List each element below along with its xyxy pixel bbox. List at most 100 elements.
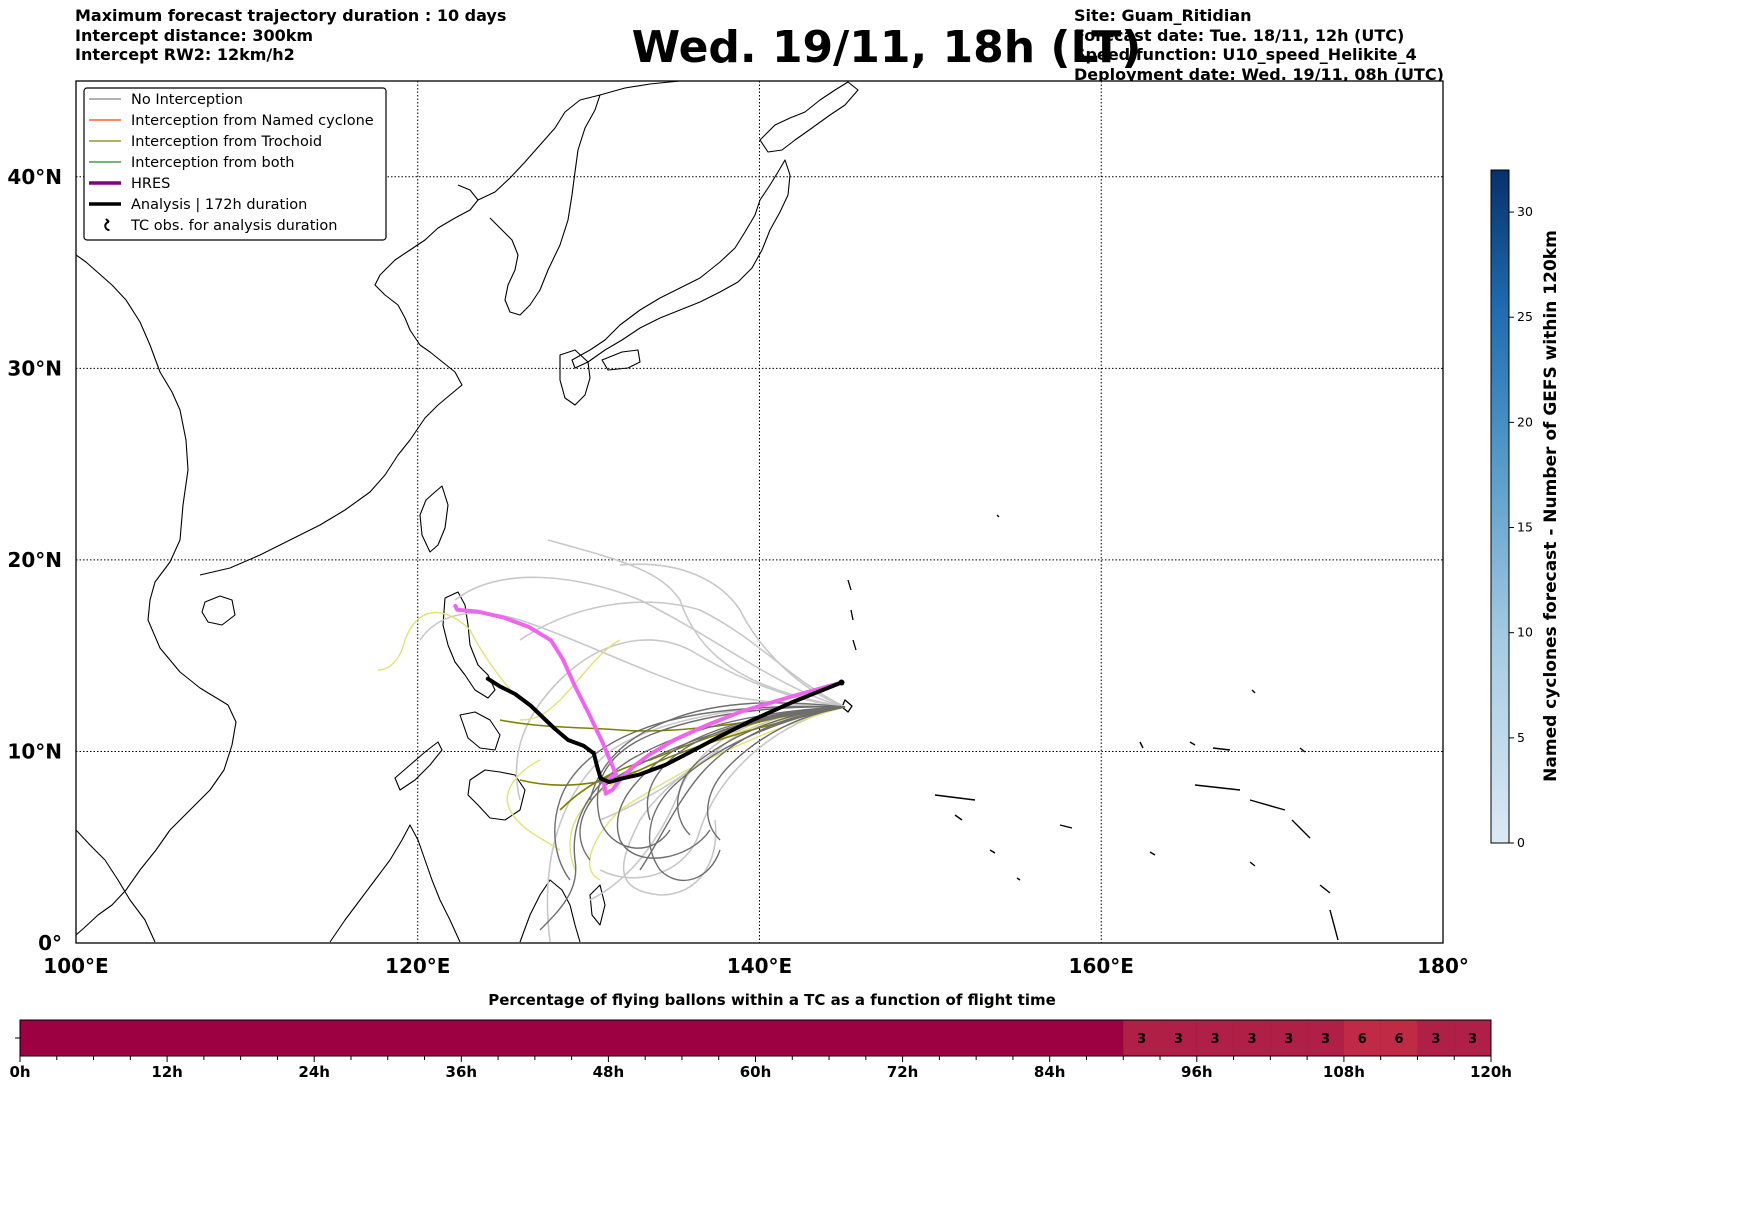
legend-item-no-interception: No Interception [89,92,243,108]
timeline-cell [1343,1020,1381,1056]
forecast-date-text: Forecast date: Tue. 18/11, 12h (UTC) [1074,25,1405,45]
legend-item-analysis: Analysis | 172h duration [89,197,307,213]
timeline-cell-value: 3 [1284,1032,1293,1047]
timeline-cell [1196,1020,1234,1056]
site-text: Site: Guam_Ritidian [1074,6,1252,25]
legend-label-tc-obs: TC obs. for analysis duration [130,218,337,234]
tc-percentage-timeline: Percentage of flying ballons within a TC… [9,991,1512,1081]
timeline-cell [1380,1020,1418,1056]
legend-item-tc-obs: TC obs. for analysis duration [104,218,337,234]
header-right-info: Site: Guam_Ritidian Forecast date: Tue. … [1074,6,1444,84]
map-frame [75,80,1444,944]
launch-site-marker [838,679,845,686]
timeline-cell [1454,1020,1491,1056]
palawan-coastline [394,741,443,791]
timeline-cell-value: 3 [1247,1032,1256,1047]
colorbar-tick-label: 25 [1517,309,1533,324]
timeline-tick-label: 0h [9,1063,30,1081]
legend-label-no-interception: No Interception [131,92,243,108]
legend-label-hres: HRES [131,176,170,192]
intercept-distance-text: Intercept distance: 300km [75,25,314,45]
timeline-cell-value: 6 [1395,1032,1404,1047]
timeline-tick-label: 108h [1323,1063,1365,1081]
legend-label-analysis: Analysis | 172h duration [131,197,307,213]
timeline-cell-value: 3 [1137,1032,1146,1047]
colorbar-tick-label: 5 [1517,730,1525,745]
timeline-cell [1233,1020,1271,1056]
colorbar-tick-label: 10 [1517,625,1533,640]
timeline-tick-label: 24h [298,1063,330,1081]
intercept-rw2-text: Intercept RW2: 12km/h2 [75,45,295,64]
timeline-tick-label: 84h [1034,1063,1066,1081]
mariana-islands-coastline [841,579,857,713]
hainan-coastline [201,595,236,626]
colorbar-tick-label: 20 [1517,414,1533,429]
timeline-tick-label: 36h [446,1063,478,1081]
timeline-cell-value: 3 [1174,1032,1183,1047]
timeline-tick-label: 48h [593,1063,625,1081]
colorbar-gradient [1490,169,1510,844]
legend-box [83,87,387,241]
timeline-cell [1417,1020,1455,1056]
colorbar-tick-label: 0 [1517,835,1525,850]
colorbar-tick-label: 15 [1517,520,1533,535]
timeline-tick-label: 72h [887,1063,919,1081]
legend-item-named-cyclone: Interception from Named cyclone [89,113,374,129]
mindanao-coastline [467,769,526,821]
map-tick-labels: 100°E 120°E 140°E 160°E 180° 0° 10°N 20°N 30°N 40… [7,165,1468,978]
timeline-cell [1160,1020,1197,1056]
main-tracks [453,603,845,796]
analysis-track [485,676,844,785]
timeline-tick-label: 12h [151,1063,183,1081]
sulawesi-coastline [519,879,581,943]
lon-tick-label: 140°E [727,954,792,978]
pacific-islands [934,514,1339,941]
china-coastline [199,184,479,576]
timeline-ticks: 0h 12h 24h 36h 48h 60h 72h 84h 96h 108h 120h [9,1056,1512,1081]
colorbar-tick-label: 30 [1517,204,1533,219]
colorbar-ticks: 0 5 10 15 20 25 30 [1509,204,1533,850]
timeline-tick-label: 60h [740,1063,772,1081]
hokkaido-coastline [759,81,859,153]
timeline-cell-value: 3 [1468,1032,1477,1047]
timeline-title: Percentage of flying ballons within a TC… [488,991,1056,1009]
colorbar-label: Named cyclones forecast - Number of GEFS… [1541,230,1561,782]
visayas-coastline [459,711,501,751]
timeline-tick-label: 120h [1470,1063,1512,1081]
legend-item-hres: HRES [89,176,170,192]
coastlines [76,81,1339,943]
lat-tick-label: 40°N [7,165,62,189]
borneo-coastline [329,824,461,943]
legend-item-both: Interception from both [89,155,295,171]
timeline-cell-value: 3 [1321,1032,1330,1047]
timeline-cell-value: 3 [1211,1032,1220,1047]
max-duration-text: Maximum forecast trajectory duration : 1… [75,6,507,25]
lat-tick-label: 10°N [7,739,62,763]
timeline-cell-value: 6 [1358,1032,1367,1047]
japan-main-coastline [571,159,791,369]
lon-tick-label: 100°E [43,954,108,978]
timeline-tick-label: 96h [1181,1063,1213,1081]
speed-function-text: Speed function: U10_speed_Helikite_4 [1074,45,1417,64]
asia-mainland-coastline [76,254,237,936]
timeline-cell [1307,1020,1344,1056]
timeline-cell [1123,1020,1161,1056]
legend-item-trochoid: Interception from Trochoid [89,134,322,150]
legend-label-trochoid: Interception from Trochoid [131,134,322,150]
legend: No Interception Interception from Named … [83,87,387,241]
taiwan-coastline [419,485,449,553]
timeline-cell [1270,1020,1308,1056]
malay-coastline [76,829,156,943]
halmahera-coastline [589,884,606,926]
lon-tick-label: 120°E [385,954,450,978]
cyclone-symbol-icon [104,218,110,231]
colorbar: 0 5 10 15 20 25 30 Named cyclones forecast - N… [1490,169,1561,850]
lon-tick-label: 180° [1417,954,1469,978]
shikoku-coastline [601,349,641,371]
legend-label-named-cyclone: Interception from Named cyclone [131,113,374,129]
deployment-date-text: Deployment date: Wed. 19/11, 08h (UTC) [1074,64,1444,84]
lat-tick-label: 30°N [7,356,62,380]
hres-track [453,603,844,796]
lat-tick-label: 0° [38,931,62,955]
